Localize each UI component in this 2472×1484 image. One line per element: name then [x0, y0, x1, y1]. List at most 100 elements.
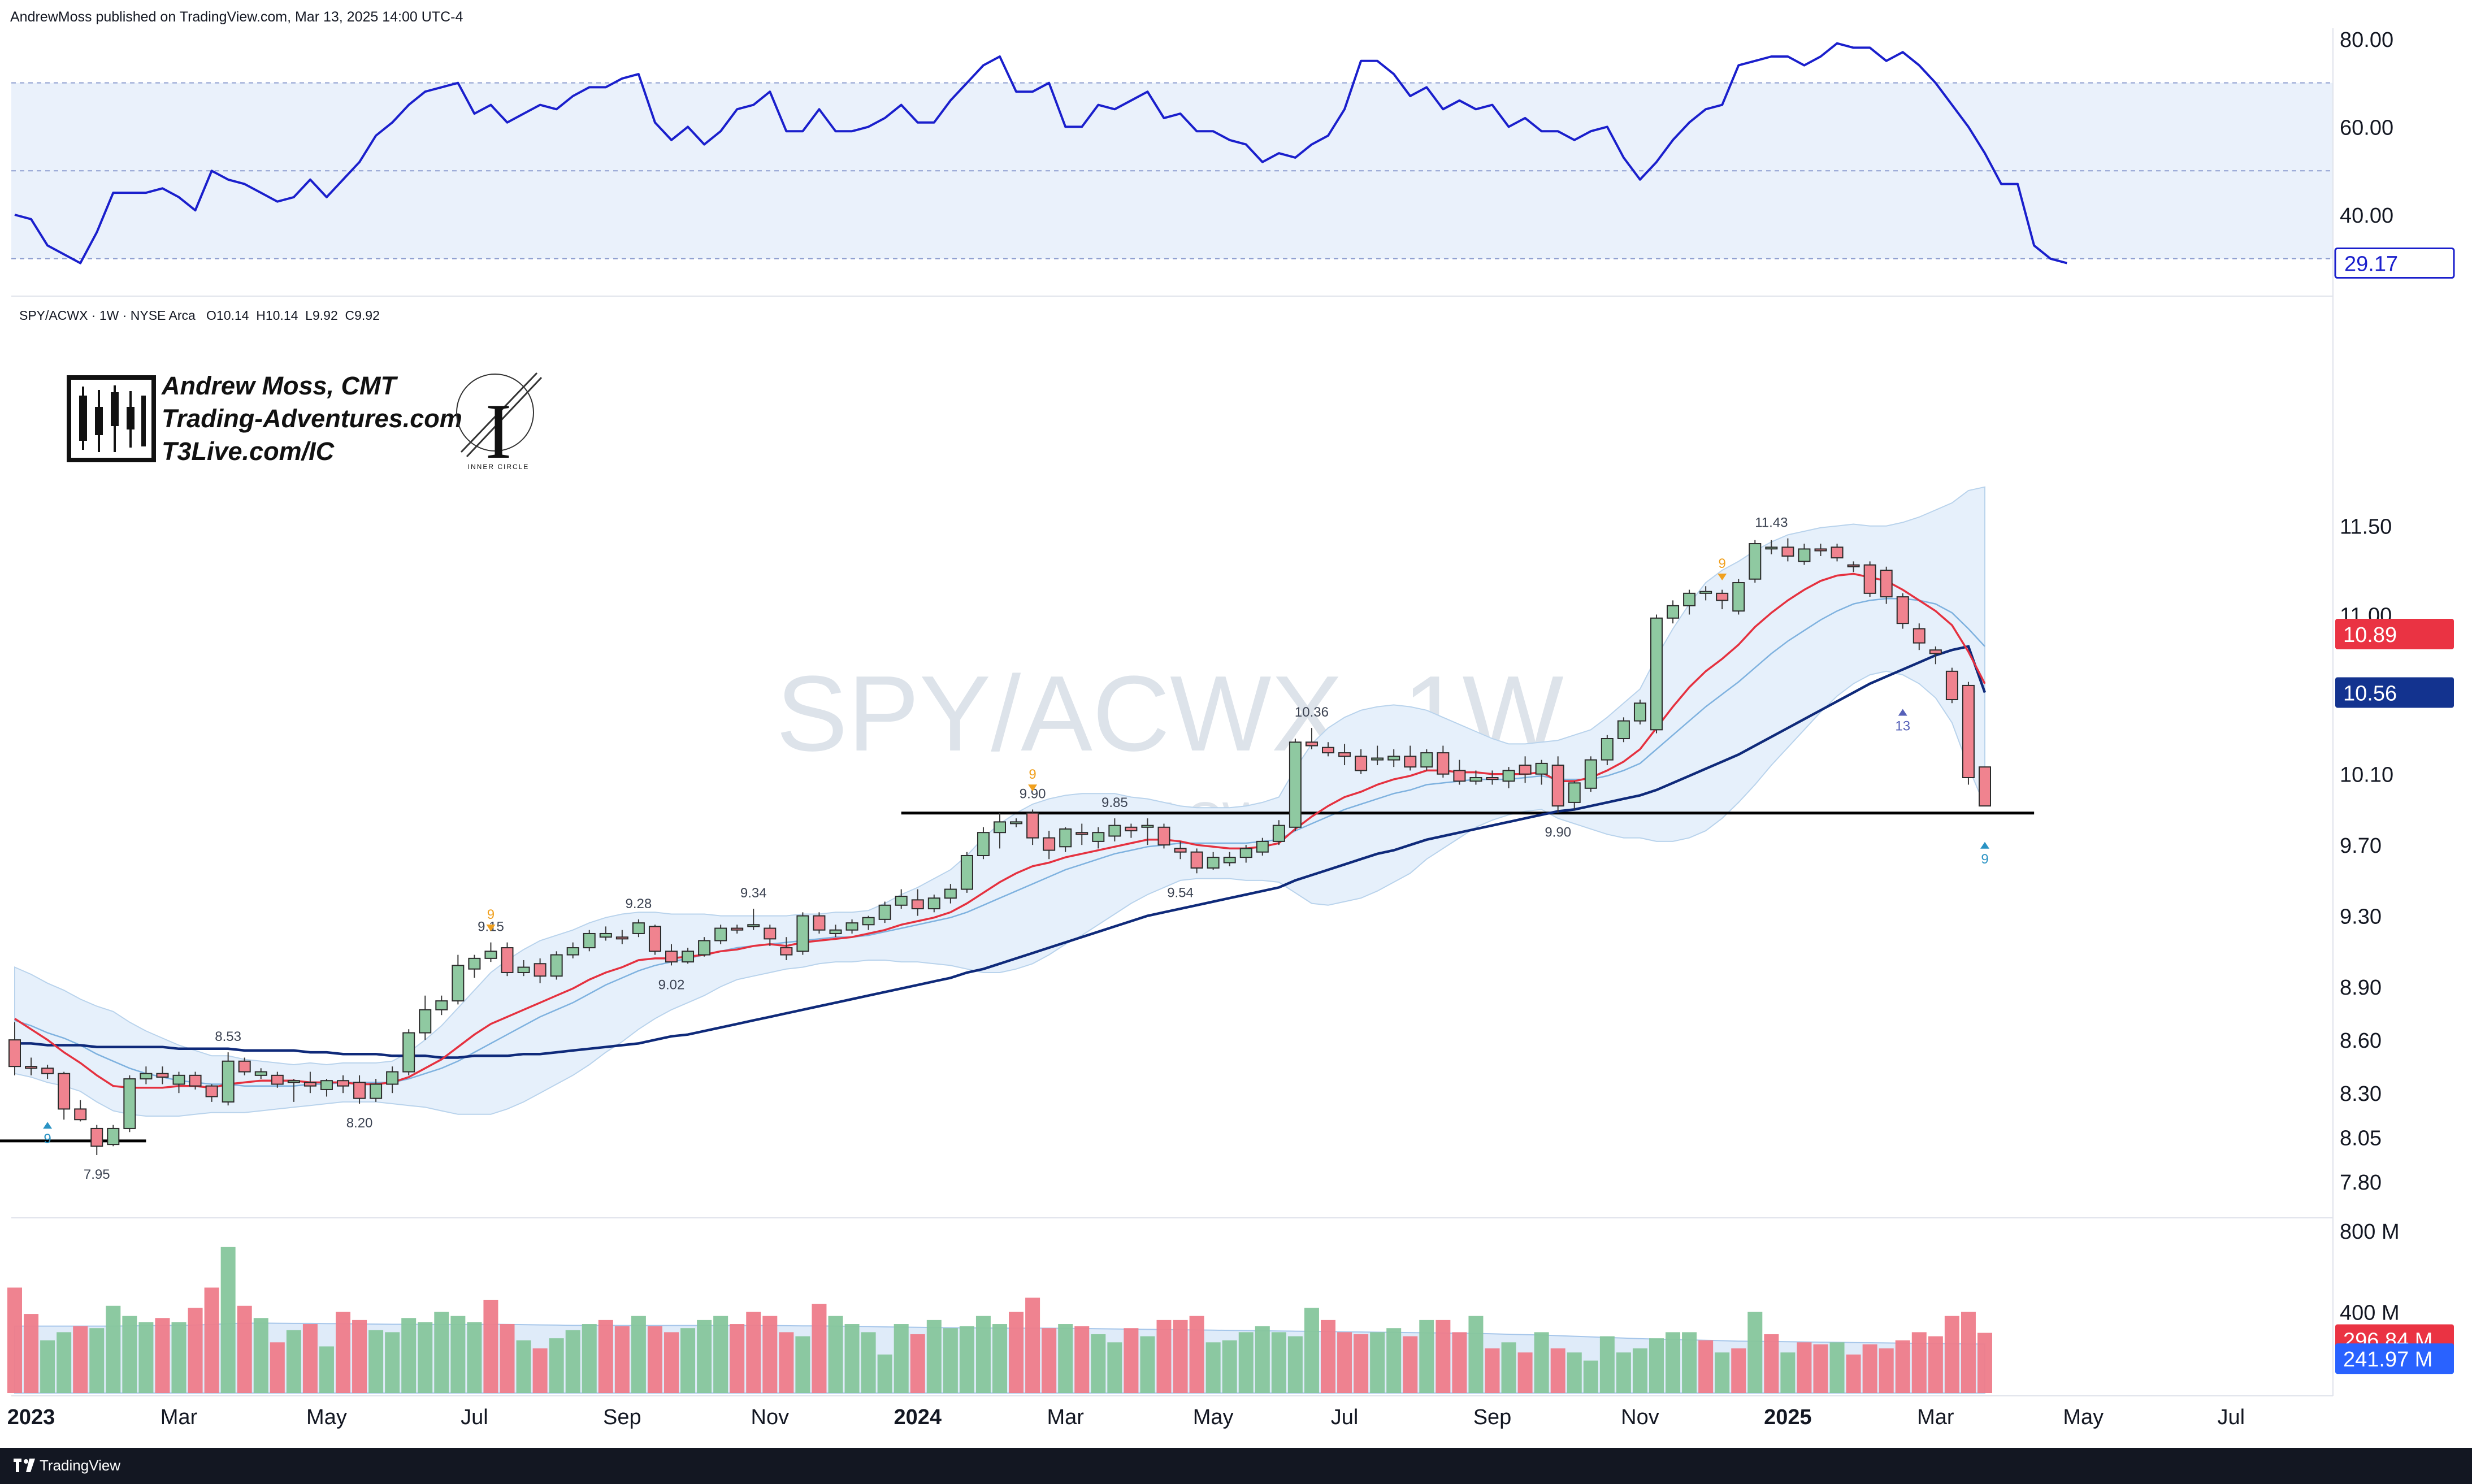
- candle-body: [1026, 812, 1039, 839]
- candle: [1420, 749, 1433, 771]
- candle: [550, 951, 563, 980]
- volume-bar: [1944, 1316, 1959, 1393]
- candle: [1880, 566, 1893, 604]
- candle: [25, 1057, 38, 1075]
- time-tick-label: Mar: [161, 1405, 198, 1429]
- candle-body: [1601, 738, 1614, 761]
- price-last-badge-bg: [2335, 618, 2454, 649]
- candle: [517, 960, 530, 977]
- price-scale[interactable]: 80.0060.0040.0011.5011.0010.109.709.308.…: [2332, 0, 2472, 1447]
- rsi-tick-label: 60.00: [2340, 116, 2393, 140]
- candle-body: [698, 940, 711, 956]
- candle: [862, 915, 875, 930]
- candle-body: [1683, 592, 1696, 606]
- volume-bar: [1255, 1326, 1270, 1393]
- candle-body: [1108, 825, 1121, 837]
- footer-brand[interactable]: TradingView: [40, 1457, 120, 1474]
- signal-marker: 9: [1028, 767, 1038, 792]
- volume-bar: [730, 1324, 745, 1393]
- volume-bar: [1879, 1348, 1894, 1393]
- candle: [1781, 538, 1794, 562]
- candle-body: [1404, 756, 1417, 768]
- volume-pane[interactable]: [7, 1247, 1992, 1394]
- candle: [370, 1079, 383, 1102]
- candle: [1896, 593, 1909, 629]
- symbol-legend[interactable]: SPY/ACWX · 1W · NYSE Arca O10.14 H10.14 …: [19, 308, 380, 323]
- inner-circle-label: INNER CIRCLE: [468, 463, 530, 471]
- candle-body: [1272, 825, 1285, 842]
- volume-bar: [1747, 1312, 1763, 1393]
- volume-bar: [1517, 1352, 1533, 1393]
- candle: [1568, 781, 1581, 810]
- volume-bar: [302, 1324, 318, 1393]
- candle: [1157, 823, 1170, 849]
- volume-bar: [40, 1340, 55, 1393]
- volume-bar: [680, 1328, 696, 1393]
- rsi-last-value-text: 29.17: [2344, 253, 2398, 276]
- candle-body: [303, 1082, 316, 1087]
- candle: [960, 852, 973, 893]
- price-pane[interactable]: SPY/ACWX, 1W SPY/ACWX 8.537.958.209.159.…: [0, 486, 2035, 1182]
- volume-bar: [565, 1330, 580, 1393]
- candle: [566, 942, 579, 958]
- candle-body: [1239, 848, 1252, 858]
- candle-body: [140, 1073, 153, 1080]
- candle-body: [534, 963, 547, 977]
- candle-body: [1732, 582, 1745, 612]
- candle: [1190, 848, 1203, 874]
- slow-moving-average: [15, 645, 1987, 1059]
- candle-body: [1453, 770, 1466, 782]
- candle-body: [796, 915, 809, 952]
- volume-bar: [844, 1324, 860, 1393]
- volume-bar: [697, 1320, 712, 1393]
- candle-body: [780, 947, 793, 956]
- candle: [1387, 749, 1400, 767]
- volume-bar: [943, 1328, 958, 1393]
- rsi-pane[interactable]: [11, 42, 2333, 264]
- candle: [599, 926, 612, 941]
- signal-count: 9: [487, 907, 495, 922]
- candle-body: [1765, 546, 1778, 550]
- candle-body: [1535, 762, 1548, 775]
- volume-bar: [1977, 1333, 1992, 1393]
- volume-bar: [861, 1332, 876, 1393]
- price-tick-label: 11.50: [2340, 515, 2392, 539]
- candle: [1289, 739, 1302, 831]
- signal-marker: 9: [486, 907, 496, 931]
- candle: [944, 884, 957, 904]
- candle: [1223, 852, 1236, 866]
- candle: [189, 1071, 202, 1090]
- time-tick-label: 2024: [894, 1405, 942, 1429]
- price-annotation: 8.53: [215, 1029, 241, 1044]
- candle-body: [1749, 543, 1762, 580]
- candle: [468, 954, 481, 978]
- candle-body: [911, 899, 924, 910]
- candle-body: [813, 915, 826, 931]
- signal-count: 9: [1719, 556, 1726, 571]
- volume-bar: [1928, 1336, 1943, 1393]
- volume-bar: [1321, 1320, 1335, 1393]
- volume-bar: [1468, 1316, 1484, 1393]
- candle-body: [484, 951, 497, 959]
- candle-body: [452, 965, 465, 1002]
- volume-bar: [1616, 1352, 1631, 1393]
- candle: [58, 1071, 71, 1120]
- inner-circle-letter: I: [485, 388, 512, 475]
- price-annotation: 8.20: [346, 1116, 373, 1131]
- candle-body: [189, 1074, 202, 1087]
- candle: [1749, 540, 1762, 583]
- candle: [1519, 756, 1532, 783]
- candle: [222, 1052, 235, 1106]
- price-tick-label: 8.90: [2340, 976, 2382, 1000]
- candle-body: [714, 927, 727, 941]
- candle-body: [1371, 757, 1384, 761]
- volume-bar: [1238, 1332, 1254, 1393]
- support-lines: [0, 812, 2035, 1143]
- footer-bar: [0, 1448, 2472, 1484]
- price-scale-bg: [2333, 0, 2472, 1447]
- volume-bar: [24, 1314, 39, 1393]
- volume-bar: [910, 1334, 925, 1393]
- candle: [1667, 600, 1680, 624]
- time-axis[interactable]: 2023 Mar May Jul Sep Nov 2024 Mar May Jul Sep Nov 20…: [7, 1395, 2333, 1429]
- candle: [1125, 823, 1138, 838]
